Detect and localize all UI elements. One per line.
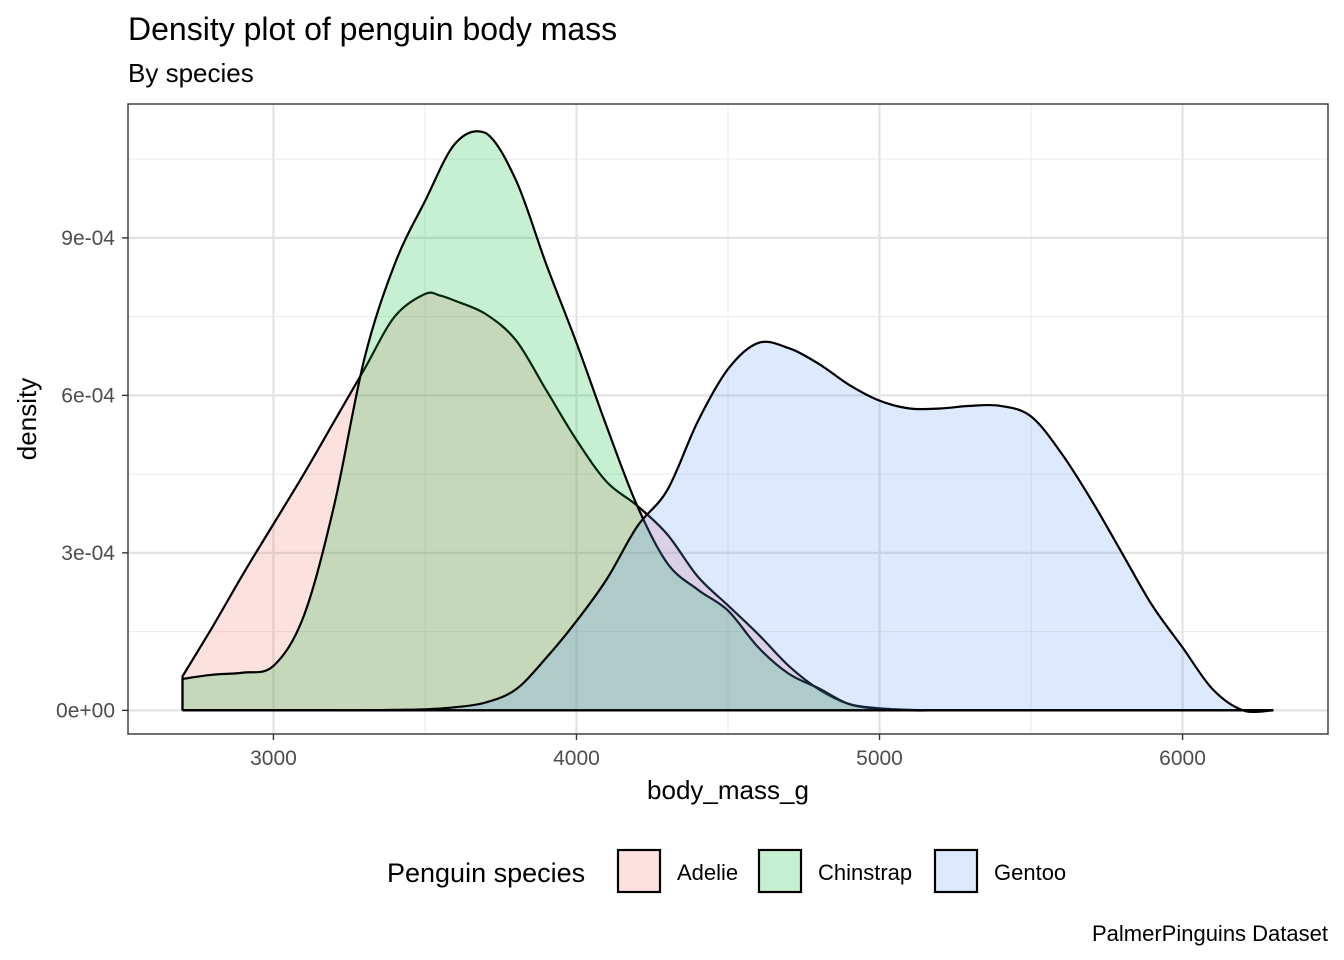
density-area-chinstrap bbox=[182, 131, 1274, 711]
chart-subtitle: By species bbox=[128, 58, 254, 88]
legend: Penguin species Adelie Chinstrap Gentoo bbox=[387, 848, 1066, 894]
x-tick-label: 6000 bbox=[1159, 747, 1206, 770]
legend-key-gentoo bbox=[933, 848, 979, 894]
plot-panel bbox=[127, 103, 1329, 735]
density-area-adelie bbox=[182, 292, 1274, 711]
y-axis-label: density bbox=[12, 378, 42, 460]
x-axis: 3000 4000 5000 6000 bbox=[250, 734, 1206, 770]
x-tick-label: 4000 bbox=[553, 747, 600, 770]
panel-border bbox=[127, 103, 1329, 735]
density-area-gentoo bbox=[182, 341, 1274, 712]
chart-title: Density plot of penguin body mass bbox=[128, 11, 617, 47]
y-tick-label: 6e-04 bbox=[61, 384, 115, 407]
y-tick-label: 9e-04 bbox=[61, 227, 115, 250]
legend-key-chinstrap bbox=[757, 848, 803, 894]
legend-label-chinstrap: Chinstrap bbox=[818, 860, 912, 885]
chart-caption: PalmerPinguins Dataset bbox=[1092, 921, 1328, 946]
legend-key-adelie bbox=[616, 848, 662, 894]
legend-title: Penguin species bbox=[387, 858, 585, 888]
legend-label-gentoo: Gentoo bbox=[994, 860, 1066, 885]
x-axis-label: body_mass_g bbox=[647, 775, 809, 805]
x-tick-label: 5000 bbox=[856, 747, 903, 770]
density-areas bbox=[181, 130, 1274, 714]
y-axis: 0e+00 3e-04 6e-04 9e-04 bbox=[56, 227, 128, 722]
legend-label-adelie: Adelie bbox=[677, 860, 738, 885]
y-tick-label: 3e-04 bbox=[61, 542, 115, 565]
y-tick-label: 0e+00 bbox=[56, 699, 115, 722]
x-tick-label: 3000 bbox=[250, 747, 297, 770]
minor-gridlines bbox=[128, 104, 1328, 734]
